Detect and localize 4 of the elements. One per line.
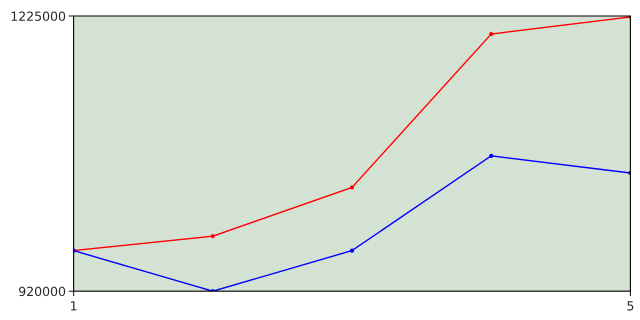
y-tick-label: 1225000 [12,11,66,21]
x-tick-label: 5 [627,301,634,311]
x-tick-label: 1 [70,301,76,310]
y-tick-label: 920000 [19,286,66,296]
